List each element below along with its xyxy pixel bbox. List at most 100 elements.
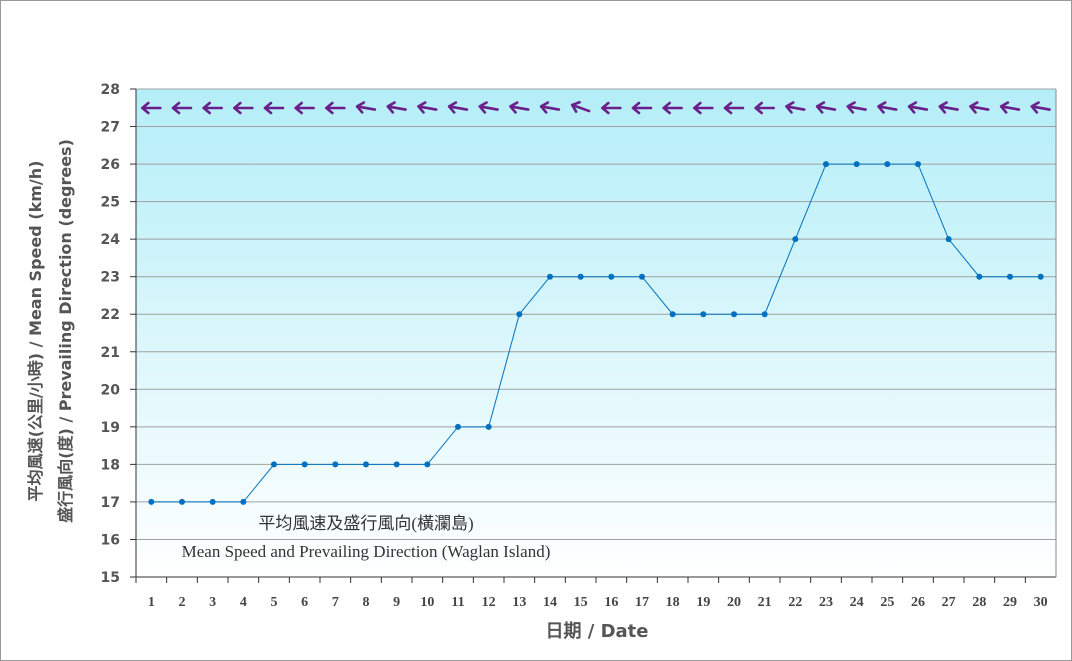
wind-direction-arrow-icon — [233, 101, 254, 115]
wind-direction-arrow-icon — [417, 101, 438, 114]
x-tick-label: 25 — [880, 595, 894, 610]
wind-direction-arrow-icon — [999, 101, 1021, 114]
data-point — [761, 311, 768, 318]
arrow-shape — [662, 101, 683, 115]
data-point — [485, 423, 492, 430]
arrow-shape — [754, 101, 775, 115]
arrow-shape — [202, 101, 223, 115]
arrow-shape — [1030, 101, 1051, 114]
x-tick-label: 20 — [727, 595, 741, 610]
wind-direction-arrow-icon — [539, 101, 561, 114]
data-point — [240, 498, 247, 505]
wind-direction-arrow-icon — [355, 101, 377, 114]
wind-direction-arrow-icon — [478, 101, 499, 114]
x-tick-label: 7 — [332, 595, 339, 610]
data-point — [271, 461, 277, 468]
x-tick-label: 3 — [209, 595, 216, 610]
y-tick-label: 23 — [101, 270, 120, 286]
arrow-shape — [815, 101, 837, 114]
arrow-shape — [723, 101, 745, 115]
data-point — [455, 423, 461, 430]
wind-direction-arrow-icon — [263, 101, 285, 115]
x-tick-label: 14 — [543, 595, 557, 610]
y-tick-label: 18 — [101, 457, 120, 473]
y-tick-label: 25 — [101, 195, 120, 211]
wind-direction-arrow-icon — [969, 101, 990, 114]
arrow-shape — [601, 101, 622, 115]
y-tick-label: 24 — [101, 232, 121, 248]
arrow-shape — [141, 101, 162, 115]
x-tick-label: 9 — [393, 595, 400, 610]
y-tick-label: 19 — [101, 420, 120, 436]
data-point — [915, 161, 921, 168]
arrow-shape — [631, 101, 653, 115]
chart-title-zh: 平均風速及盛行風向(橫瀾島) — [258, 514, 473, 533]
wind-direction-arrow-icon — [294, 101, 315, 115]
wind-direction-arrow-icon — [815, 101, 837, 114]
x-tick-label: 2 — [179, 595, 186, 610]
wind-direction-arrow-icon — [754, 101, 775, 115]
arrow-shape — [478, 101, 499, 114]
mean-speed-line — [151, 163, 1041, 503]
x-tick-label: 18 — [666, 595, 680, 610]
wind-direction-arrow-icon — [723, 101, 745, 115]
data-point — [731, 311, 737, 318]
arrow-shape — [233, 101, 254, 115]
data-point — [547, 273, 553, 280]
x-tick-label: 6 — [301, 595, 308, 610]
data-point — [332, 461, 339, 468]
wind-direction-arrow-icon — [601, 101, 622, 115]
x-tick-label: 11 — [451, 595, 464, 610]
arrow-shape — [447, 101, 469, 114]
y-tick-label: 21 — [101, 345, 120, 361]
x-tick-label: 16 — [604, 595, 618, 610]
x-tick-label: 8 — [363, 595, 370, 610]
wind-direction-arrow-icon — [325, 101, 346, 115]
y-tick-label: 26 — [101, 157, 120, 173]
x-tick-label: 17 — [635, 595, 649, 610]
arrow-shape — [386, 101, 407, 114]
arrow-shape — [938, 101, 959, 114]
wind-direction-arrow-icon — [570, 100, 591, 113]
x-tick-label: 21 — [758, 595, 772, 610]
x-tick-label: 13 — [512, 595, 526, 610]
data-point — [516, 311, 523, 318]
arrow-shape — [263, 101, 285, 115]
x-tick-label: 12 — [482, 595, 496, 610]
wind-direction-arrow-icon — [509, 101, 530, 114]
data-point — [669, 311, 676, 318]
wind-direction-arrow-icon — [141, 101, 162, 115]
x-tick-label: 4 — [240, 595, 247, 610]
data-point — [792, 236, 799, 243]
x-tick-label: 10 — [420, 595, 434, 610]
y-tick-label: 28 — [101, 82, 120, 98]
arrow-shape — [785, 101, 806, 114]
data-point — [639, 273, 645, 280]
arrow-shape — [570, 100, 591, 113]
data-point — [577, 273, 584, 280]
x-tick-label: 24 — [850, 595, 864, 610]
wind-direction-arrow-icon — [662, 101, 683, 115]
x-axis-label: 日期 / Date — [545, 621, 648, 642]
x-tick-label: 19 — [696, 595, 710, 610]
wind-direction-arrow-icon — [386, 101, 407, 114]
data-point — [148, 498, 155, 505]
wind-direction-arrow-icon — [846, 101, 867, 114]
arrow-shape — [693, 101, 714, 115]
data-point — [700, 311, 707, 318]
data-point — [424, 461, 431, 468]
y-tick-label: 17 — [101, 495, 120, 511]
arrow-shape — [355, 101, 377, 114]
x-tick-label: 23 — [819, 595, 833, 610]
y-tick-label: 27 — [101, 120, 120, 136]
x-tick-label: 5 — [271, 595, 278, 610]
data-point — [363, 461, 369, 468]
arrow-shape — [969, 101, 990, 114]
x-tick-label: 22 — [788, 595, 802, 610]
wind-direction-arrow-icon — [693, 101, 714, 115]
arrow-shape — [294, 101, 315, 115]
arrow-shape — [171, 101, 193, 115]
wind-direction-arrow-icon — [447, 101, 469, 114]
data-point — [945, 236, 952, 243]
